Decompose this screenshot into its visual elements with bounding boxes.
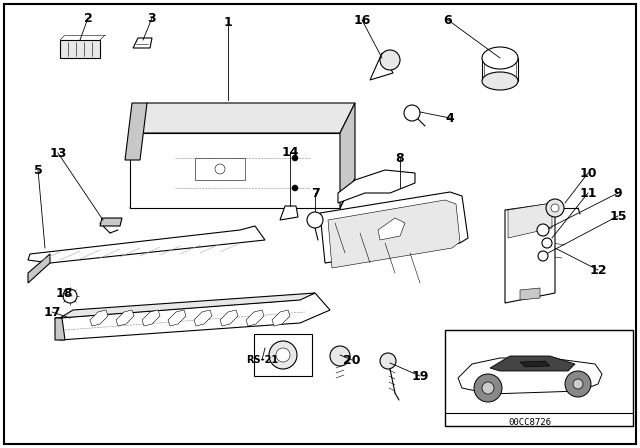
Circle shape bbox=[565, 371, 591, 397]
Circle shape bbox=[292, 185, 298, 191]
Polygon shape bbox=[90, 310, 108, 326]
Polygon shape bbox=[340, 103, 355, 208]
Text: RS-21: RS-21 bbox=[246, 355, 278, 365]
Text: 5: 5 bbox=[34, 164, 42, 177]
Circle shape bbox=[551, 204, 559, 212]
Circle shape bbox=[404, 105, 420, 121]
Text: 2: 2 bbox=[84, 12, 92, 25]
Polygon shape bbox=[490, 356, 575, 371]
Bar bbox=[195, 158, 245, 180]
Circle shape bbox=[276, 348, 290, 362]
Text: 15: 15 bbox=[609, 210, 627, 223]
Polygon shape bbox=[280, 206, 298, 220]
Text: 12: 12 bbox=[589, 263, 607, 276]
Bar bbox=[445, 330, 633, 426]
Polygon shape bbox=[116, 310, 134, 326]
Polygon shape bbox=[370, 53, 393, 80]
Text: 7: 7 bbox=[310, 186, 319, 199]
Polygon shape bbox=[378, 218, 405, 240]
Text: 16: 16 bbox=[353, 13, 371, 26]
Polygon shape bbox=[272, 310, 290, 326]
Circle shape bbox=[292, 155, 298, 161]
Polygon shape bbox=[130, 133, 340, 208]
Circle shape bbox=[215, 164, 225, 174]
Polygon shape bbox=[220, 310, 238, 326]
Polygon shape bbox=[520, 361, 550, 367]
Circle shape bbox=[380, 50, 400, 70]
Ellipse shape bbox=[482, 72, 518, 90]
Polygon shape bbox=[130, 103, 355, 133]
Circle shape bbox=[380, 353, 396, 369]
Circle shape bbox=[482, 382, 494, 394]
Polygon shape bbox=[458, 358, 602, 394]
Circle shape bbox=[474, 374, 502, 402]
Text: 00CC8726: 00CC8726 bbox=[509, 418, 552, 426]
Text: 8: 8 bbox=[396, 151, 404, 164]
Text: 4: 4 bbox=[445, 112, 454, 125]
Circle shape bbox=[330, 346, 350, 366]
Polygon shape bbox=[505, 203, 555, 303]
Text: 20: 20 bbox=[343, 353, 361, 366]
Polygon shape bbox=[28, 254, 50, 283]
Polygon shape bbox=[60, 293, 315, 318]
Polygon shape bbox=[142, 310, 160, 326]
Polygon shape bbox=[320, 192, 468, 263]
Text: 10: 10 bbox=[579, 167, 596, 180]
Circle shape bbox=[538, 251, 548, 261]
Text: 17: 17 bbox=[44, 306, 61, 319]
Text: 14: 14 bbox=[281, 146, 299, 159]
Polygon shape bbox=[55, 293, 330, 340]
Text: 19: 19 bbox=[412, 370, 429, 383]
Circle shape bbox=[573, 379, 583, 389]
Text: 6: 6 bbox=[444, 13, 452, 26]
Circle shape bbox=[537, 224, 549, 236]
Polygon shape bbox=[125, 103, 147, 160]
Polygon shape bbox=[520, 288, 540, 300]
Polygon shape bbox=[60, 40, 100, 58]
Bar bbox=[482, 58, 518, 81]
Polygon shape bbox=[508, 203, 552, 238]
Ellipse shape bbox=[482, 47, 518, 69]
Text: 11: 11 bbox=[579, 186, 596, 199]
Text: 9: 9 bbox=[614, 186, 622, 199]
Polygon shape bbox=[338, 170, 415, 203]
Text: 3: 3 bbox=[148, 12, 156, 25]
Polygon shape bbox=[168, 310, 186, 326]
Polygon shape bbox=[328, 200, 460, 268]
Polygon shape bbox=[194, 310, 212, 326]
Polygon shape bbox=[133, 38, 152, 48]
Polygon shape bbox=[28, 226, 265, 263]
Circle shape bbox=[542, 238, 552, 248]
Bar bbox=[254, 334, 312, 376]
Polygon shape bbox=[246, 310, 264, 326]
Text: 18: 18 bbox=[55, 287, 73, 300]
Text: 13: 13 bbox=[49, 146, 67, 159]
Polygon shape bbox=[130, 178, 355, 208]
Circle shape bbox=[546, 199, 564, 217]
Polygon shape bbox=[100, 218, 122, 226]
Circle shape bbox=[269, 341, 297, 369]
Polygon shape bbox=[55, 318, 65, 340]
Circle shape bbox=[307, 212, 323, 228]
Text: 1: 1 bbox=[223, 16, 232, 29]
Circle shape bbox=[63, 289, 77, 303]
